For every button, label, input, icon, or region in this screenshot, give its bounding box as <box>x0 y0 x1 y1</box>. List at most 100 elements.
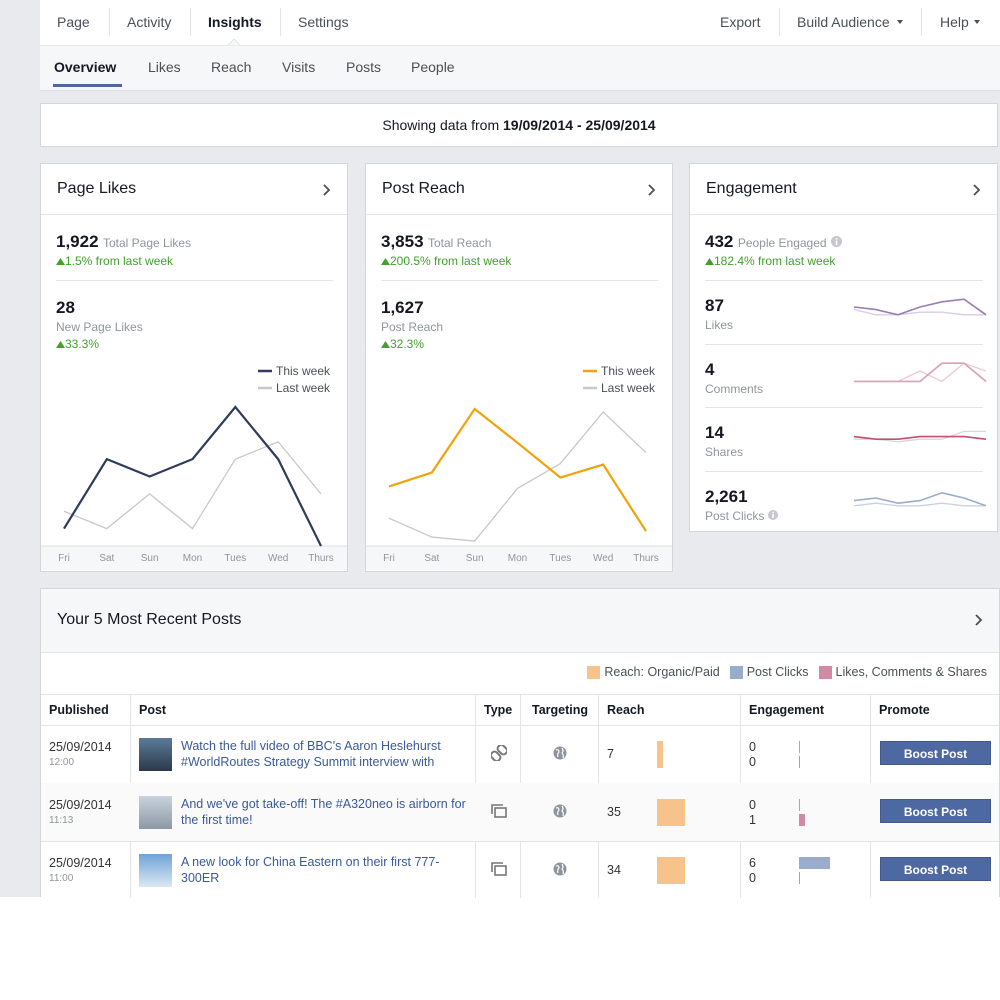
legend-swatch <box>587 665 601 679</box>
stat-change: 1.5% from last week <box>65 254 174 268</box>
post-text[interactable]: Watch the full video of BBC's Aaron Hesl… <box>181 739 441 769</box>
clicks-value: 0 <box>749 798 756 812</box>
sub-tab[interactable]: Likes <box>148 59 181 75</box>
x-tick-label: Thurs <box>633 553 659 564</box>
up-arrow <box>56 341 65 348</box>
metric-value: 2,261 <box>705 486 748 506</box>
column-header: Targeting <box>532 703 589 717</box>
chevron <box>975 614 983 626</box>
info-icon[interactable] <box>767 509 778 520</box>
post-text[interactable]: A new look for China Eastern on their fi… <box>181 855 440 885</box>
album-icon <box>491 862 507 876</box>
nav-tab-active[interactable]: Insights <box>208 14 262 30</box>
series-line <box>853 435 987 440</box>
reach-bar <box>657 857 685 884</box>
legend-label: Likes, Comments & Shares <box>835 665 987 679</box>
column-header: Engagement <box>749 703 825 717</box>
sparkline <box>853 430 987 443</box>
reach-value: 35 <box>607 805 621 819</box>
date-range: 19/09/2014 - 25/09/2014 <box>503 117 656 133</box>
post-date: 25/09/2014 <box>49 856 112 870</box>
up-arrow <box>381 258 390 265</box>
x-tick-label: Wed <box>593 553 613 564</box>
up-arrow <box>705 258 714 265</box>
interactions-bar <box>799 756 800 768</box>
clicks-bar <box>799 857 830 869</box>
legend-label: This week <box>601 364 656 378</box>
nav-action[interactable]: Export <box>720 14 761 30</box>
stat-value: 1,922 <box>56 232 99 251</box>
legend-item: Likes, Comments & Shares <box>818 665 987 679</box>
card-title: Engagement <box>706 180 797 197</box>
legend-item: Reach: Organic/Paid <box>587 665 720 679</box>
x-tick-label: Tues <box>224 553 246 564</box>
post-thumbnail[interactable] <box>139 854 172 887</box>
up-arrow <box>381 341 390 348</box>
post-text[interactable]: And we've got take-off! The #A320neo is … <box>181 797 466 827</box>
nav-tab[interactable]: Activity <box>127 14 172 30</box>
sub-tab[interactable]: Posts <box>346 59 382 75</box>
table-row: 25/09/2014 11:00 A new look for China Ea… <box>41 841 999 898</box>
legend-item: Post Clicks <box>729 665 809 679</box>
x-tick-label: Fri <box>383 553 395 564</box>
column-header: Promote <box>879 703 930 717</box>
interactions-value: 0 <box>749 755 756 769</box>
date-label: Showing data from <box>382 117 500 133</box>
legend-label: Last week <box>276 381 331 395</box>
active-underline <box>53 84 122 87</box>
post-time: 11:13 <box>49 815 74 826</box>
card-header[interactable] <box>41 164 347 215</box>
legend-label: Last week <box>601 381 656 395</box>
sub-tab[interactable]: Visits <box>282 59 316 75</box>
interactions-bar <box>799 872 800 884</box>
legend-swatch <box>818 665 832 679</box>
stat-label: People Engaged <box>737 236 827 250</box>
top-nav: Page Activity Insights Settings Export B… <box>40 0 1000 46</box>
x-tick-label: Wed <box>268 553 288 564</box>
boost-button[interactable]: Boost Post <box>880 799 991 823</box>
divider <box>705 407 983 408</box>
x-tick-label: Mon <box>508 553 527 564</box>
axis-band <box>41 546 347 570</box>
nav-tab[interactable]: Settings <box>298 14 349 30</box>
series-line <box>854 361 987 382</box>
boost-button[interactable]: Boost Post <box>880 741 991 765</box>
post-date: 25/09/2014 <box>49 798 112 812</box>
up-arrow <box>56 258 65 265</box>
post-reach-card: Post Reach 3,853 Total Reach 200.5% from… <box>365 163 673 572</box>
column-header: Published <box>49 703 109 717</box>
card-header[interactable] <box>690 164 997 215</box>
sparkline <box>853 491 987 507</box>
column-header: Post <box>139 703 167 717</box>
column-header: Type <box>484 703 513 717</box>
boost-button[interactable]: Boost Post <box>880 857 991 881</box>
reach-value: 34 <box>607 863 621 877</box>
reach-value: 7 <box>607 747 614 761</box>
stat-label: Post Reach <box>381 320 444 334</box>
stat-change: 32.3% <box>390 337 425 351</box>
series-line <box>63 440 322 530</box>
clicks-bar <box>799 799 800 811</box>
legend-swatch <box>729 665 743 679</box>
stat-change: 200.5% from last week <box>390 254 512 268</box>
dropdown-caret <box>897 20 903 24</box>
stat-label: New Page Likes <box>56 320 143 334</box>
nav-action[interactable]: Build Audience <box>797 14 890 30</box>
sparkline <box>854 361 987 382</box>
sub-tab-active[interactable]: Overview <box>54 59 117 75</box>
card-header[interactable] <box>366 164 672 215</box>
nav-action[interactable]: Help <box>940 14 969 30</box>
metric-label: Likes <box>705 318 734 332</box>
post-thumbnail[interactable] <box>139 738 172 771</box>
post-thumbnail[interactable] <box>139 796 172 829</box>
sub-tab[interactable]: Reach <box>211 59 252 75</box>
card-header[interactable] <box>41 589 999 653</box>
info-icon[interactable] <box>831 236 843 247</box>
table-row: 25/09/2014 11:13 And we've got take-off!… <box>41 783 999 842</box>
line-chart: Fri Sat Sun Mon Tues Wed Thurs Last week This we… <box>41 364 347 570</box>
line-chart: Fri Sat Sun Mon Tues Wed Thurs Last week This we… <box>366 364 672 570</box>
nav-tab[interactable]: Page <box>57 14 90 30</box>
sub-tab[interactable]: People <box>411 59 455 75</box>
x-tick-label: Sat <box>99 553 114 564</box>
card-title: Page Likes <box>57 180 137 197</box>
